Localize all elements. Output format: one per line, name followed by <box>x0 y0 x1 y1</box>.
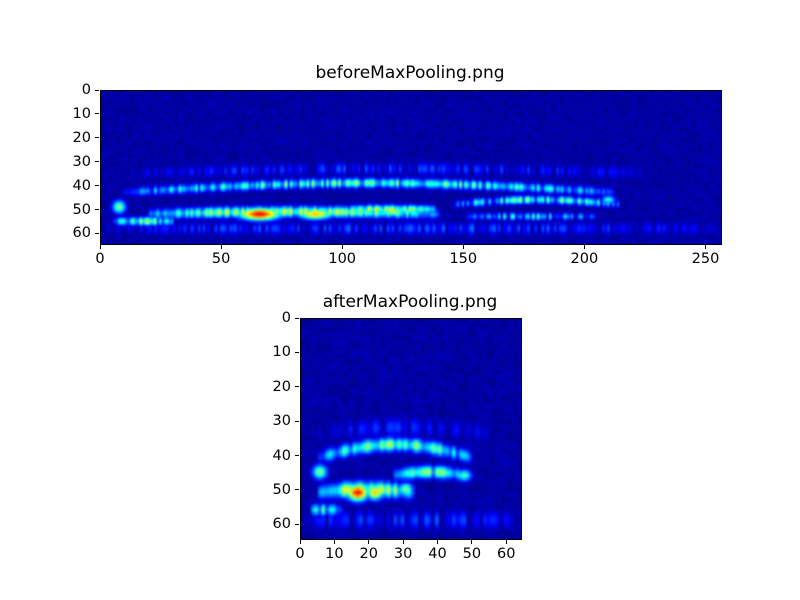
x-tick-label: 20 <box>359 546 378 562</box>
y-tick-mark <box>95 89 99 91</box>
y-tick-label: 40 <box>72 177 91 194</box>
y-tick-mark <box>95 161 99 163</box>
before-plot-title: beforeMaxPooling.png <box>315 63 505 83</box>
x-tick-mark <box>220 245 222 249</box>
after-heatmap-image <box>301 319 521 539</box>
x-tick-label: 50 <box>462 546 482 562</box>
y-tick-mark <box>95 185 99 187</box>
y-tick-mark <box>95 232 99 234</box>
x-tick-mark <box>505 540 507 544</box>
x-tick-label: 200 <box>570 251 599 267</box>
y-tick-label: 0 <box>81 82 91 98</box>
x-tick-label: 100 <box>328 251 357 267</box>
x-tick-mark <box>462 245 464 249</box>
y-tick-mark <box>95 209 99 211</box>
after-axes-frame <box>300 318 522 540</box>
before-heatmap-image <box>101 91 721 244</box>
x-tick-label: 60 <box>497 546 516 562</box>
x-tick-mark <box>437 540 438 544</box>
x-tick-mark <box>583 245 585 249</box>
x-tick-mark <box>99 245 101 249</box>
y-tick-label: 20 <box>272 378 291 395</box>
x-tick-mark <box>471 540 473 544</box>
x-tick-label: 250 <box>691 251 720 267</box>
y-tick-label: 50 <box>72 201 91 218</box>
y-tick-mark <box>295 420 299 422</box>
x-tick-mark <box>402 540 404 544</box>
y-tick-mark <box>95 113 99 115</box>
y-tick-label: 30 <box>72 153 91 170</box>
x-tick-mark <box>341 245 343 249</box>
x-tick-label: 30 <box>393 546 413 562</box>
x-tick-label: 50 <box>211 251 231 267</box>
y-tick-mark <box>295 489 299 491</box>
y-tick-mark <box>295 523 299 525</box>
y-tick-mark <box>295 455 299 456</box>
y-tick-label: 40 <box>272 447 291 464</box>
y-tick-label: 10 <box>72 105 91 122</box>
x-tick-label: 0 <box>295 546 305 562</box>
x-tick-mark <box>368 540 370 544</box>
before-axes-frame <box>100 90 722 245</box>
x-tick-mark <box>704 245 706 249</box>
y-tick-label: 50 <box>272 481 291 498</box>
x-tick-label: 10 <box>325 546 344 562</box>
x-tick-mark <box>333 540 335 544</box>
y-tick-label: 30 <box>272 413 291 430</box>
x-tick-label: 0 <box>95 251 105 267</box>
after-plot-title: afterMaxPooling.png <box>322 292 498 312</box>
x-tick-label: 40 <box>428 546 447 562</box>
y-tick-label: 10 <box>272 344 291 361</box>
y-tick-label: 60 <box>272 516 291 533</box>
y-tick-label: 20 <box>72 129 91 146</box>
y-tick-label: 0 <box>281 310 291 326</box>
y-tick-mark <box>295 351 299 353</box>
x-tick-mark <box>299 540 301 544</box>
x-tick-label: 150 <box>449 251 478 267</box>
y-tick-mark <box>295 317 299 319</box>
y-tick-mark <box>295 386 299 388</box>
y-tick-mark <box>95 137 99 139</box>
y-tick-label: 60 <box>72 225 91 242</box>
